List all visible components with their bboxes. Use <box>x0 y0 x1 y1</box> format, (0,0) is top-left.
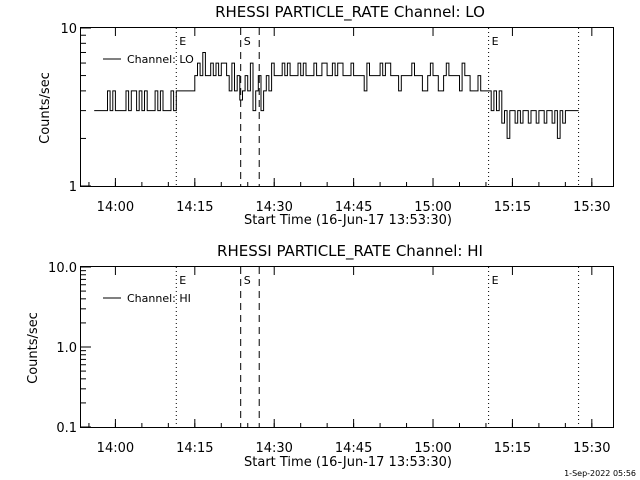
x-tick-label: 14:00 <box>97 441 134 456</box>
marker-label: E <box>492 274 499 287</box>
y-tick-label: 10.0 <box>48 261 77 276</box>
marker-label: S <box>244 274 251 287</box>
marker-label: S <box>244 35 251 48</box>
marker-label: E <box>492 35 499 48</box>
panel-lo-series-line <box>94 52 579 139</box>
panel-hi-title: RHESSI PARTICLE_RATE Channel: HI <box>217 242 483 261</box>
x-tick-label: 14:45 <box>335 200 372 215</box>
panel-lo-legend-label: Channel: LO <box>127 53 194 66</box>
panel-lo: RHESSI PARTICLE_RATE Channel: LO 14:00 14… <box>38 3 614 228</box>
x-tick-label: 14:15 <box>176 200 213 215</box>
panel-lo-y-ticks: 1 10 <box>60 22 91 195</box>
panel-hi: RHESSI PARTICLE_RATE Channel: HI 14:00 14… <box>26 242 614 470</box>
x-tick-label: 14:15 <box>176 441 213 456</box>
x-tick-label: 15:00 <box>414 441 451 456</box>
panel-hi-xlabel: Start Time (16-Jun-17 13:53:30) <box>244 455 452 470</box>
panel-lo-ylabel: Counts/sec <box>38 72 53 144</box>
x-tick-label: 14:30 <box>255 441 292 456</box>
panel-hi-y-ticks: 0.1 1.0 10.0 <box>48 261 91 436</box>
panel-hi-ylabel: Counts/sec <box>26 312 41 384</box>
panel-lo-xlabel: Start Time (16-Jun-17 13:53:30) <box>244 213 452 228</box>
x-tick-label: 14:00 <box>97 200 134 215</box>
x-tick-label: 15:30 <box>573 441 610 456</box>
x-tick-label: 15:30 <box>573 200 610 215</box>
y-tick-label: 1 <box>69 180 77 195</box>
x-tick-label: 14:30 <box>255 200 292 215</box>
y-tick-label: 10 <box>60 22 77 37</box>
y-tick-label: 0.1 <box>56 421 77 436</box>
panel-hi-frame <box>80 266 614 428</box>
y-tick-label: 1.0 <box>56 341 77 356</box>
x-tick-label: 14:45 <box>335 441 372 456</box>
panel-lo-frame <box>80 27 614 187</box>
x-tick-label: 15:00 <box>414 200 451 215</box>
panel-hi-legend-label: Channel: HI <box>127 292 191 305</box>
marker-label: E <box>179 35 186 48</box>
footer-date: 1-Sep-2022 05:56 <box>564 469 636 478</box>
panel-hi-x-ticks: 14:00 14:15 14:30 14:45 15:00 15:15 15:30 <box>88 267 611 456</box>
x-tick-label: 15:15 <box>494 441 531 456</box>
panel-lo-x-ticks: 14:00 14:15 14:30 14:45 15:00 15:15 15:30 <box>88 28 611 215</box>
panel-lo-title: RHESSI PARTICLE_RATE Channel: LO <box>215 3 485 22</box>
marker-label: E <box>179 274 186 287</box>
x-tick-label: 15:15 <box>494 200 531 215</box>
